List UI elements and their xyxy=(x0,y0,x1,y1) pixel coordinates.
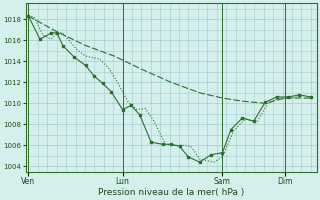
X-axis label: Pression niveau de la mer( hPa ): Pression niveau de la mer( hPa ) xyxy=(98,188,244,197)
